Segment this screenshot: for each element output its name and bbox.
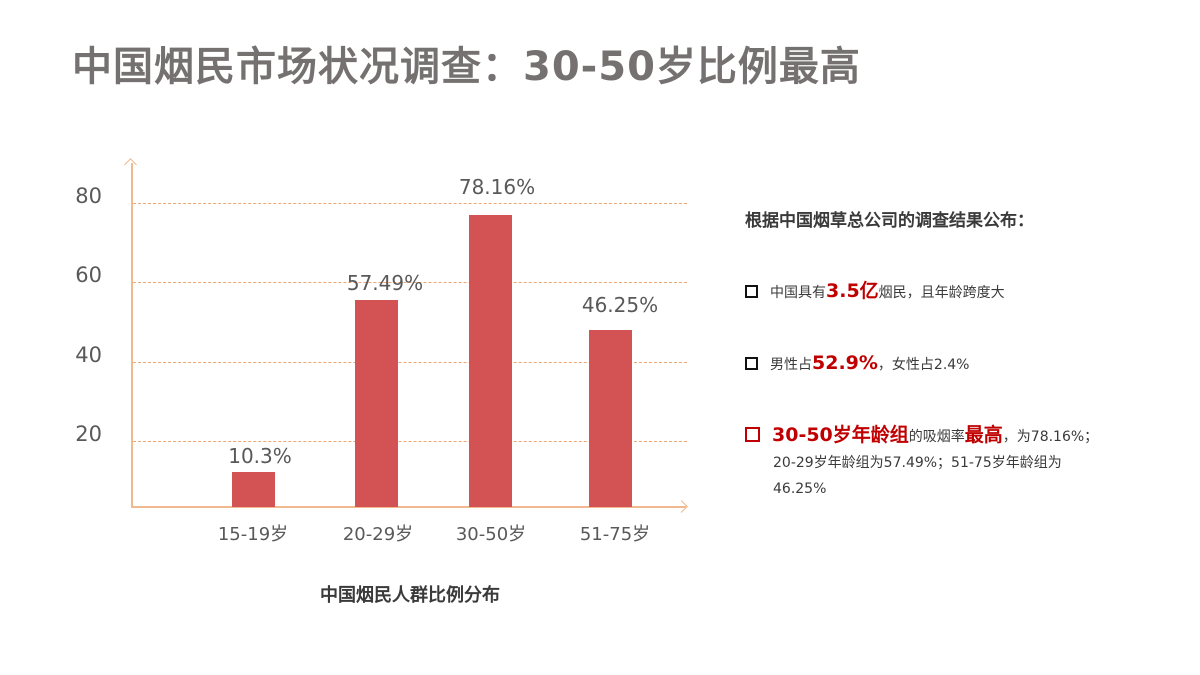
x-axis-arrow-icon	[675, 500, 688, 513]
findings-panel: 根据中国烟草总公司的调查结果公布： 中国具有3.5亿烟民，且年龄跨度大 男性占5…	[745, 206, 1175, 497]
finding-item-2: 男性占52.9%，女性占2.4%	[745, 350, 970, 378]
highlight-value: 3.5亿	[826, 280, 879, 302]
gridline-80	[133, 203, 687, 204]
finding-item-1: 中国具有3.5亿烟民，且年龄跨度大	[745, 278, 1005, 306]
checkbox-square-icon	[745, 285, 758, 298]
bar-30-50	[469, 215, 512, 507]
bar-chart: 80 60 40 20 10.3% 57.49% 78.16% 46.25% 1…	[75, 158, 688, 606]
y-axis	[131, 163, 133, 507]
checkbox-square-icon	[745, 427, 760, 442]
x-label-20-29: 20-29岁	[342, 524, 414, 545]
bar-51-75	[589, 330, 632, 507]
bar-20-29	[355, 300, 398, 507]
finding-item-3: 30-50岁年龄组的吸烟率最高，为78.16%； 20-29岁年龄组为57.49…	[745, 422, 1098, 502]
gridline-40	[133, 362, 687, 363]
data-label-15-19: 10.3%	[228, 444, 292, 468]
data-label-20-29: 57.49%	[346, 271, 424, 295]
y-tick-80: 80	[75, 184, 102, 208]
data-label-30-50: 78.16%	[458, 175, 536, 199]
gridline-60	[133, 282, 687, 283]
panel-heading: 根据中国烟草总公司的调查结果公布：	[745, 211, 1034, 231]
x-label-30-50: 30-50岁	[455, 524, 527, 545]
y-tick-60: 60	[75, 263, 102, 287]
x-label-15-19: 15-19岁	[217, 524, 289, 545]
chart-title: 中国烟民人群比例分布	[320, 585, 500, 606]
highlight-word: 最高	[964, 424, 1003, 446]
x-label-51-75: 51-75岁	[579, 524, 651, 545]
checkbox-square-icon	[745, 357, 758, 370]
gridline-20	[133, 441, 687, 442]
x-axis	[131, 506, 686, 508]
data-label-51-75: 46.25%	[581, 293, 659, 317]
bar-15-19	[232, 472, 275, 507]
y-axis-arrow-icon	[124, 158, 137, 171]
y-tick-40: 40	[75, 343, 102, 367]
page-title: 中国烟民市场状况调查：30-50岁比例最高	[72, 44, 861, 90]
highlight-group: 30-50岁年龄组	[772, 424, 909, 446]
highlight-value: 52.9%	[812, 352, 878, 374]
y-tick-20: 20	[75, 422, 102, 446]
